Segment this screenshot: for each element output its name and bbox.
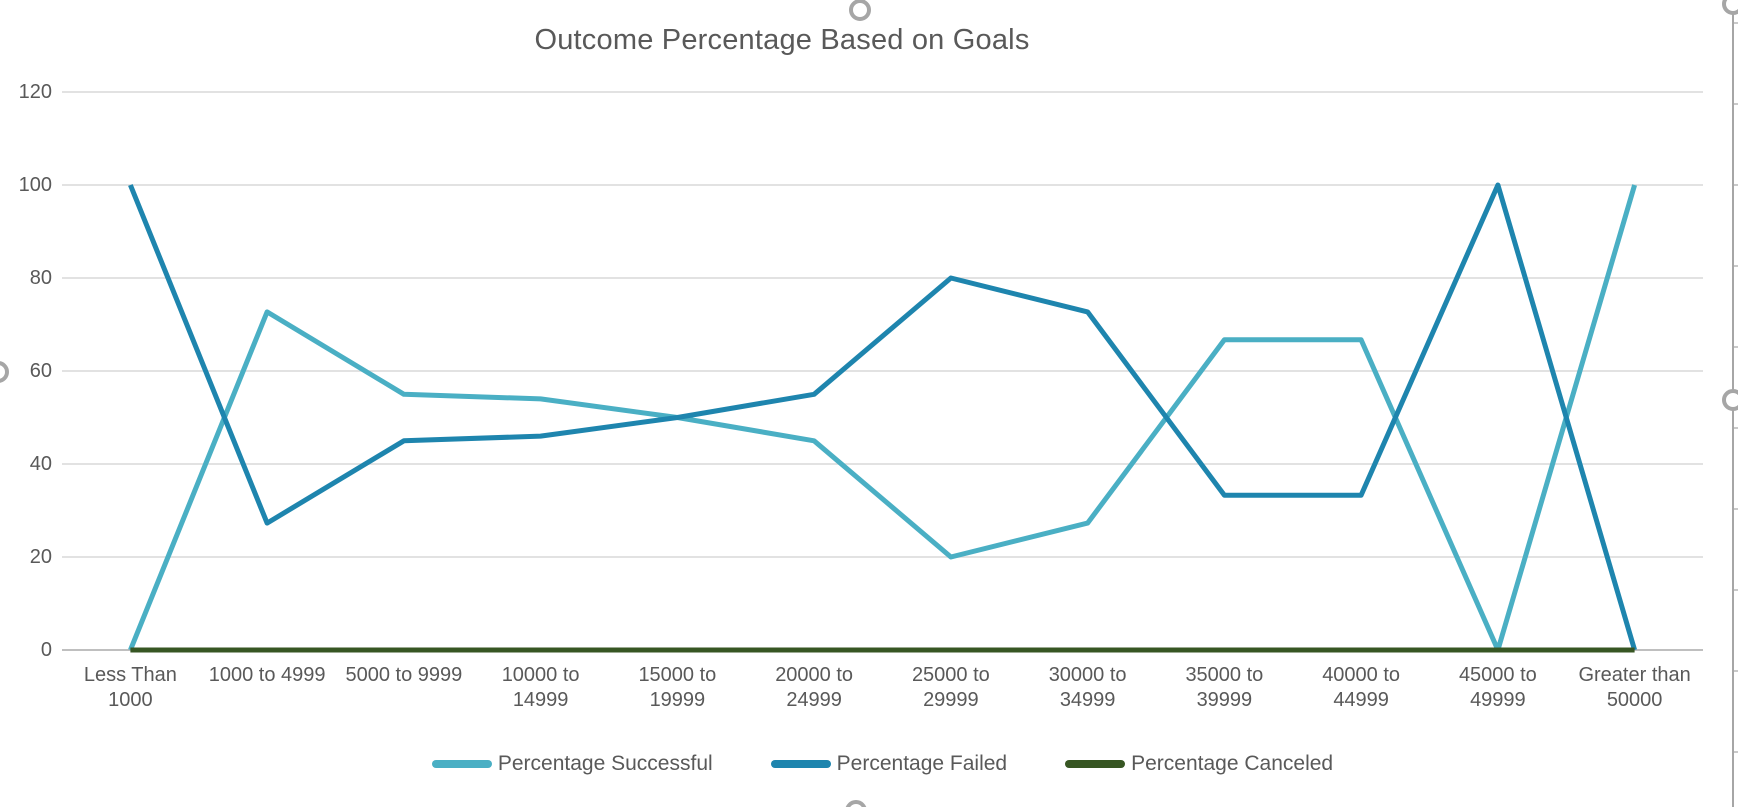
- legend-label: Percentage Failed: [836, 752, 1008, 775]
- x-tick-label-8: 35000 to 39999: [1144, 663, 1304, 713]
- worksheet-row-tick: [1734, 103, 1738, 105]
- worksheet-row-tick: [1734, 22, 1738, 24]
- y-tick-label-60: 60: [29, 360, 52, 382]
- worksheet-row-tick: [1734, 751, 1738, 753]
- worksheet-row-tick: [1734, 427, 1738, 429]
- x-tick-label-3: 10000 to 14999: [461, 663, 621, 713]
- y-tick-label-80: 80: [29, 267, 52, 289]
- x-tick-label-line: 44999: [1333, 689, 1389, 711]
- legend-item-1[interactable]: Percentage Failed: [770, 752, 1008, 776]
- worksheet-row-tick: [1734, 508, 1738, 510]
- x-tick-label-line: 15000 to: [638, 664, 717, 686]
- chart-legend: Percentage Successful Percentage Failed Pe…: [62, 752, 1703, 776]
- legend-swatch-icon: [1065, 760, 1126, 768]
- x-tick-label-line: 50000: [1606, 689, 1663, 711]
- y-tick-label-100: 100: [18, 174, 52, 196]
- y-tick-label-20: 20: [29, 546, 52, 568]
- x-tick-label-line: 5000 to 9999: [345, 664, 463, 686]
- worksheet-row-tick: [1734, 346, 1738, 348]
- x-tick-label-line: Greater than: [1578, 664, 1691, 686]
- y-tick-label-0: 0: [40, 639, 52, 661]
- x-tick-label-4: 15000 to 19999: [597, 663, 757, 713]
- x-tick-label-line: 1000 to 4999: [208, 664, 326, 686]
- series-line-0[interactable]: [128, 184, 1637, 653]
- legend-swatch-icon: [431, 760, 492, 768]
- y-tick-label-120: 120: [18, 81, 52, 103]
- selection-handle-top-right[interactable]: [1722, 0, 1738, 15]
- x-tick-label-10: 45000 to 49999: [1418, 663, 1578, 713]
- x-tick-label-line: 14999: [512, 689, 569, 711]
- x-tick-label-line: 25000 to: [911, 664, 990, 686]
- x-tick-label-line: 45000 to: [1458, 664, 1537, 686]
- y-tick-label-40: 40: [29, 453, 52, 475]
- worksheet-row-tick: [1734, 184, 1738, 186]
- x-tick-label-line: 19999: [649, 689, 706, 711]
- x-tick-label-0: Less Than 1000: [50, 663, 210, 713]
- x-tick-label-line: 49999: [1470, 689, 1526, 711]
- chart-title[interactable]: Outcome Percentage Based on Goals: [534, 24, 1030, 56]
- x-tick-label-line: 40000 to: [1322, 664, 1401, 686]
- series-line-1[interactable]: [128, 182, 1637, 651]
- x-tick-label-line: 29999: [923, 689, 979, 711]
- x-tick-label-6: 25000 to 29999: [871, 663, 1031, 713]
- legend-swatch-icon: [770, 760, 831, 768]
- selection-handle-right[interactable]: [1722, 389, 1738, 411]
- worksheet-row-tick: [1734, 589, 1738, 591]
- legend-label: Percentage Canceled: [1131, 752, 1334, 775]
- x-tick-label-5: 20000 to 24999: [734, 663, 894, 713]
- x-tick-label-line: 39999: [1196, 689, 1253, 711]
- x-tick-label-line: 1000: [108, 689, 153, 711]
- x-tick-label-line: Less Than: [83, 664, 177, 686]
- x-tick-label-2: 5000 to 9999: [324, 663, 484, 688]
- selection-handle-top[interactable]: [849, 0, 871, 21]
- x-tick-label-line: 30000 to: [1048, 664, 1127, 686]
- x-tick-label-11: Greater than 50000: [1555, 663, 1715, 713]
- x-tick-label-line: 35000 to: [1185, 664, 1264, 686]
- x-tick-label-7: 30000 to 34999: [1008, 663, 1168, 713]
- worksheet-row-tick: [1734, 265, 1738, 267]
- x-tick-label-9: 40000 to 44999: [1281, 663, 1441, 713]
- x-tick-label-line: 10000 to: [501, 664, 580, 686]
- x-tick-label-line: 34999: [1059, 689, 1116, 711]
- x-tick-label-1: 1000 to 4999: [187, 663, 347, 688]
- legend-item-2[interactable]: Percentage Canceled: [1065, 752, 1333, 776]
- x-tick-label-line: 20000 to: [775, 664, 854, 686]
- legend-item-0[interactable]: Percentage Successful: [431, 752, 713, 776]
- worksheet-row-tick: [1734, 670, 1738, 672]
- legend-label: Percentage Successful: [497, 752, 713, 775]
- x-tick-label-line: 24999: [786, 689, 842, 711]
